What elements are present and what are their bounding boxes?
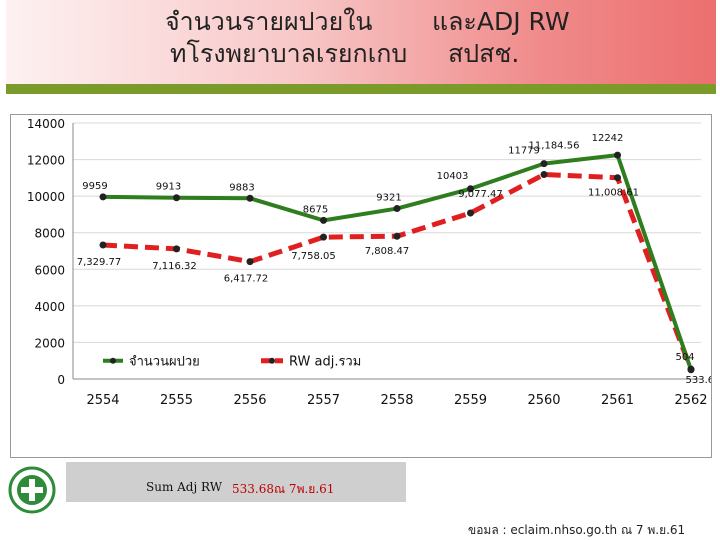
patients-data-label: 9959 [82, 181, 107, 192]
x-tick-label: 2560 [527, 393, 560, 408]
rw-adj-data-label: 7,116.32 [152, 261, 197, 272]
x-tick-label: 2557 [307, 393, 340, 408]
rw-adj-data-label: 7,808.47 [365, 246, 410, 257]
title-line2-right: สปสช. [448, 39, 520, 68]
patients-data-label: 9321 [376, 193, 401, 204]
rw-adj-data-label: 7,329.77 [77, 257, 122, 268]
x-tick-label: 2556 [233, 393, 266, 408]
rw-adj-data-label: 533.68 [686, 375, 712, 386]
y-tick-label: 0 [57, 373, 65, 387]
legend-marker-patients [110, 357, 116, 364]
rw-adj-point [246, 258, 254, 266]
patients-point [687, 366, 695, 374]
x-tick-label: 2562 [674, 393, 707, 408]
x-tick-label: 2558 [380, 393, 413, 408]
organization-logo-icon [8, 466, 56, 514]
rw-adj-point [540, 170, 548, 178]
patients-point [320, 216, 327, 224]
chart-frame: 0 2000 4000 6000 8000 10000 12000 14000 2554 2555… [10, 114, 712, 458]
patients-point [614, 151, 621, 159]
legend-label-patients: จำนวนผปวย [129, 355, 200, 370]
sum-adj-rw-value: 533.68ณ 7พ.ย.61 [232, 482, 335, 496]
patients-data-label: 9913 [156, 182, 181, 193]
rw-adj-point [393, 232, 401, 240]
patients-point [246, 194, 254, 202]
rw-adj-point [467, 209, 474, 217]
patients-point [173, 194, 180, 202]
patients-data-label: 9883 [229, 182, 254, 193]
rw-adj-data-label: 7,758.05 [291, 251, 336, 262]
patients-data-label: 8675 [303, 204, 328, 215]
rw-adj-point [614, 174, 621, 182]
rw-adj-point [99, 241, 107, 249]
sum-adj-rw-label: Sum Adj RW [146, 480, 223, 494]
y-tick-label: 14000 [27, 117, 65, 131]
y-tick-label: 2000 [34, 336, 65, 350]
patients-point [393, 205, 401, 213]
rw-adj-point [320, 233, 327, 241]
patients-data-label: 504 [675, 352, 694, 363]
title-accent-bar [6, 84, 716, 94]
rw-adj-data-label: 11,184.56 [529, 140, 580, 151]
rw-adj-data-label: 6,417.72 [224, 274, 269, 285]
sum-panel [66, 462, 406, 502]
patients-data-label: 11779 [508, 146, 540, 157]
x-tick-label: 2559 [454, 393, 487, 408]
y-tick-label: 4000 [34, 300, 65, 314]
patients-data-label: 12242 [592, 133, 624, 144]
y-tick-label: 12000 [27, 154, 65, 168]
rw-adj-point [173, 245, 180, 253]
x-tick-label: 2555 [160, 393, 193, 408]
patients-data-label: 10403 [437, 171, 469, 182]
x-tick-label: 2554 [86, 393, 119, 408]
line-chart: 0 2000 4000 6000 8000 10000 12000 14000 2554 2555… [27, 117, 712, 408]
legend-marker-rw-adj [269, 357, 275, 364]
y-tick-label: 8000 [34, 227, 65, 241]
patients-point [467, 185, 474, 193]
patients-point [99, 193, 107, 201]
title-line1-right: และADJ RW [432, 7, 570, 36]
title-line2-left: ทโรงพยาบาลเรยกเกบ [170, 39, 408, 68]
rw-adj-data-label: 9,077.47 [458, 189, 503, 200]
rw-adj-data-label: 11,008.61 [588, 188, 639, 199]
title-line1-left: จำนวนรายผปวยใน [165, 7, 373, 36]
title-banner [6, 0, 716, 88]
patients-point [540, 160, 548, 168]
y-tick-label: 6000 [34, 263, 65, 277]
data-source-note: ขอมล : eclaim.nhso.go.th ณ 7 พ.ย.61 [468, 523, 686, 537]
y-tick-label: 10000 [27, 190, 65, 204]
legend-label-rw-adj: RW adj.รวม [289, 355, 361, 370]
x-tick-label: 2561 [601, 393, 634, 408]
